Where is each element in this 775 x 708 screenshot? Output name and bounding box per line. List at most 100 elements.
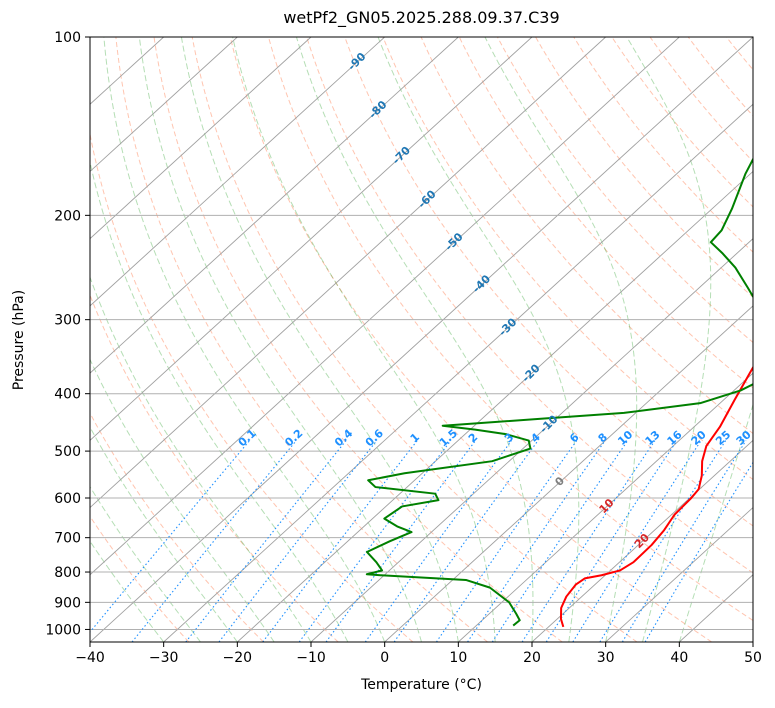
axes-frame [89,36,754,643]
skewed-isotherm [90,37,238,173]
dry-adiabat [649,37,753,163]
mixing-ratio-label: 3 [502,431,516,446]
dry-adiabat [765,37,775,642]
dewpoint-trace [365,157,753,627]
x-tick-label: 40 [670,650,688,666]
skewed-isotherm [90,37,312,240]
moist-adiabat [90,159,349,642]
mixing-ratio-label: 0.4 [332,426,355,449]
mixing-ratio-line [572,440,702,642]
mixing-ratio-label: 2 [466,431,480,446]
x-tick-label: 30 [597,650,615,666]
dry-adiabat [90,515,190,642]
traces [365,157,753,628]
dry-adiabat [191,37,638,642]
dry-adiabat [458,37,753,389]
dry-adiabat [90,131,414,642]
mixing-ratio-line [364,440,512,642]
y-tick-label: 300 [54,313,81,329]
dry-adiabat [725,37,753,71]
skewed-isotherm [90,37,164,105]
x-tick-label: 0 [380,650,389,666]
mixing-ratio-label: 1.5 [437,427,460,450]
chart-title: wetPf2_GN05.2025.288.09.37.C39 [283,8,560,27]
mixing-ratio-label: 0.6 [363,426,386,449]
skewed-isotherm [752,641,753,642]
y-tick-label: 800 [54,565,81,581]
mixing-ratio-line [131,440,297,642]
mixing-ratio-line [262,440,418,642]
y-tick-label: 700 [54,531,81,547]
skewed-isotherm [458,372,753,642]
x-tick-label: 20 [523,650,541,666]
dry-adiabat [382,37,753,481]
mixing-ratio-line [521,440,656,642]
y-tick-label: 900 [54,595,81,611]
moist-adiabat [103,37,386,642]
skewed-isotherm [384,305,753,642]
mixing-ratio-line [467,440,606,642]
y-tick-label: 600 [54,491,81,507]
mixing-ratio-line [325,440,476,642]
mixing-ratio-line [90,440,250,633]
x-tick-label: −40 [75,650,105,666]
x-tick-label: −20 [223,650,253,666]
moist-adiabat [90,426,238,642]
moist-adiabat [377,37,580,642]
moist-adiabat [138,37,422,642]
mixing-ratio-label: 30 [734,428,754,448]
moist-adiabat [90,540,165,642]
temperature-trace [559,365,753,628]
mixing-ratio-lines [90,440,753,642]
skewed-isotherm [90,37,680,576]
moist-adiabat [90,485,201,642]
plot-area [90,37,775,642]
dry-adiabat [573,37,753,253]
y-axis: 100 200 300 400 500 600 700 800 900 1000 [45,30,90,638]
moist-adiabats [90,37,753,642]
skewed-isotherm [605,506,753,642]
skewed-isotherm [90,37,606,509]
moist-adiabat [90,358,275,642]
mixing-ratio-label: 16 [665,428,685,448]
mixing-ratio-label: 1 [408,431,422,446]
skewed-isotherm [90,37,91,38]
dry-adiabat [535,37,753,298]
x-tick-label: −30 [149,650,179,666]
mixing-ratio-line [218,440,378,642]
dry-adiabat [611,37,753,208]
skewed-isotherm [163,103,753,642]
x-axis: −40 −30 −20 −10 0 10 20 30 40 50 [75,642,762,666]
dry-adiabat [344,37,753,527]
skewed-isotherm [90,37,385,307]
moist-adiabat [295,37,534,642]
mixing-ratio-line [185,440,347,642]
y-tick-label: 500 [54,444,81,460]
mixing-ratio-label: 0.2 [282,427,305,450]
moist-adiabat [626,37,712,642]
mixing-ratio-line [435,440,578,642]
x-tick-label: 50 [744,650,762,666]
dry-adiabats [90,37,775,642]
dry-adiabat [687,37,753,117]
moist-adiabat [484,37,638,642]
skewed-isotherm [90,37,753,642]
x-tick-label: −10 [296,650,326,666]
y-tick-label: 1000 [45,622,81,638]
y-tick-label: 100 [54,30,81,46]
mixing-ratio-line [621,440,747,642]
mixing-ratio-label: 10 [615,428,635,448]
dry-adiabat [306,37,753,574]
mixing-ratio-label: 0.1 [236,427,259,450]
skewed-isotherm [90,37,459,374]
dry-adiabat [496,37,753,344]
mixing-ratio-line [491,440,629,642]
mixing-ratio-line [644,461,753,642]
mixing-ratio-label: 13 [643,428,663,448]
moist-adiabat [90,275,312,642]
dry-adiabat [268,37,753,622]
skewed-isotherm [237,170,753,642]
dry-adiabat [115,37,488,642]
